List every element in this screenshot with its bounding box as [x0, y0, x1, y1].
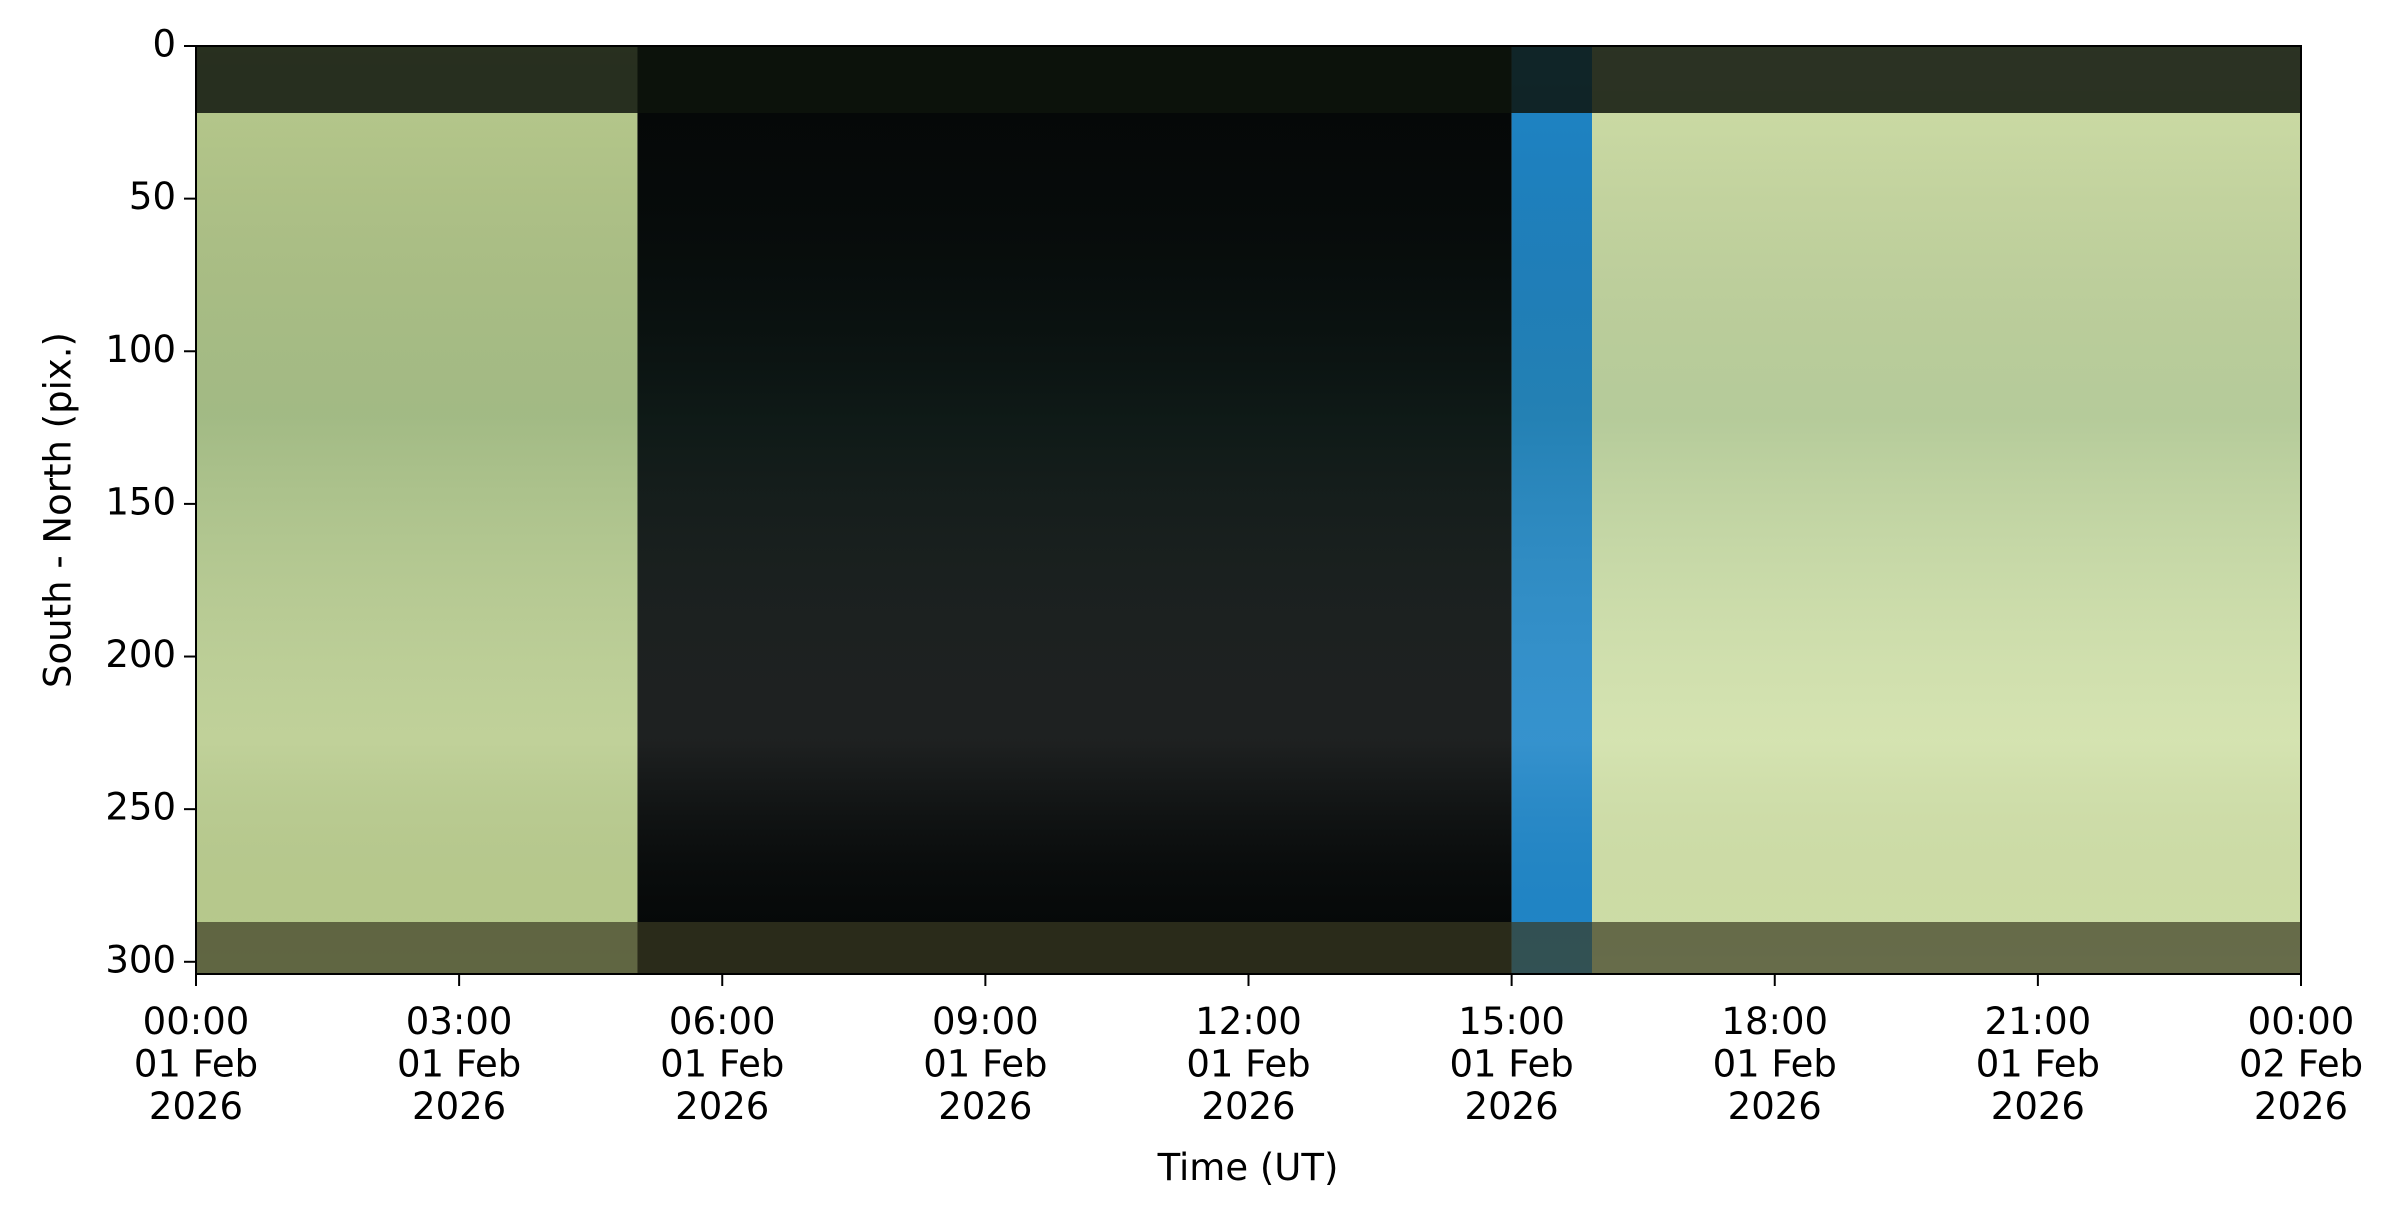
y-tick-label: 0	[152, 23, 176, 66]
image-shading	[196, 46, 2301, 974]
x-tick-label: 18:00 01 Feb 2026	[1713, 1000, 1837, 1128]
x-tick-label: 00:00 02 Feb 2026	[2239, 1000, 2363, 1128]
x-tick-label: 06:00 01 Feb 2026	[660, 1000, 784, 1128]
x-tick-label: 09:00 01 Feb 2026	[923, 1000, 1047, 1128]
y-axis-label: South - North (pix.)	[37, 332, 80, 688]
y-tick-label: 300	[105, 938, 176, 981]
y-tick-label: 100	[105, 328, 176, 371]
top-dark-band	[196, 46, 2301, 113]
y-tick-label: 150	[105, 480, 176, 523]
x-tick-label: 03:00 01 Feb 2026	[397, 1000, 521, 1128]
x-axis-label: Time (UT)	[1157, 1146, 1339, 1189]
y-tick-label: 250	[105, 786, 176, 829]
bottom-dark-band	[196, 922, 2301, 974]
x-tick-label: 00:00 01 Feb 2026	[134, 1000, 258, 1128]
x-tick-label: 15:00 01 Feb 2026	[1449, 1000, 1573, 1128]
y-tick-label: 200	[105, 633, 176, 676]
x-tick-label: 21:00 01 Feb 2026	[1976, 1000, 2100, 1128]
y-tick-label: 50	[129, 175, 176, 218]
x-tick-label: 12:00 01 Feb 2026	[1186, 1000, 1310, 1128]
